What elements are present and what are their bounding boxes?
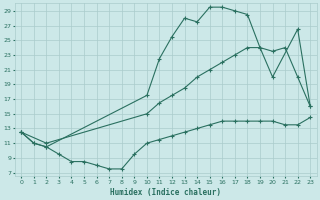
X-axis label: Humidex (Indice chaleur): Humidex (Indice chaleur) — [110, 188, 221, 197]
